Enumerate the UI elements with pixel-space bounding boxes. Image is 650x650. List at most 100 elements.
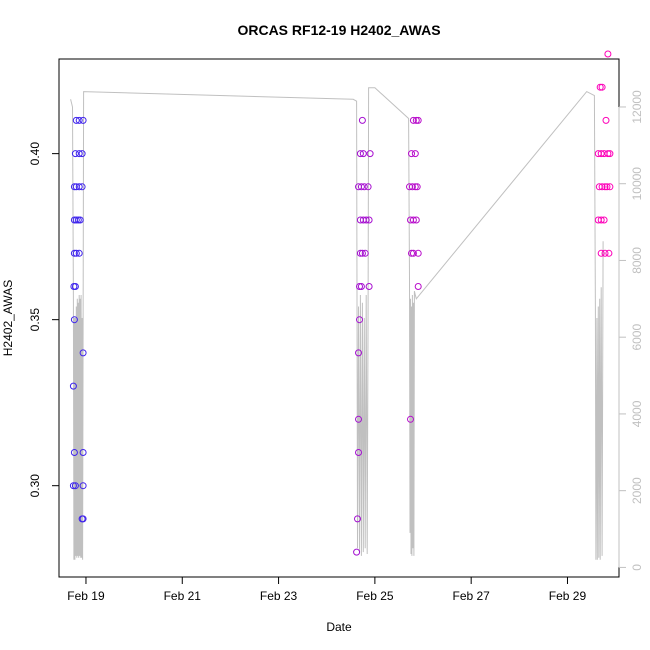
data-point — [70, 183, 78, 191]
data-point — [601, 183, 609, 191]
data-point — [602, 116, 610, 124]
data-point — [75, 116, 83, 124]
y2-tick-label: 4000 — [630, 400, 644, 427]
data-point — [598, 183, 606, 191]
data-point — [364, 183, 372, 191]
data-point — [356, 150, 364, 158]
data-point — [414, 116, 422, 124]
data-point — [606, 150, 614, 158]
data-point — [79, 482, 87, 490]
data-point — [598, 83, 606, 91]
data-point — [72, 216, 80, 224]
y-axis-label: H2402_AWAS — [1, 280, 15, 356]
x-tick-label: Feb 29 — [549, 589, 587, 603]
x-tick-label: Feb 21 — [164, 589, 202, 603]
x-tick-label: Feb 19 — [67, 589, 105, 603]
data-point — [357, 183, 365, 191]
data-point — [407, 415, 414, 423]
data-point — [75, 183, 83, 191]
data-point — [597, 216, 605, 224]
data-point — [597, 150, 605, 158]
data-point — [355, 449, 362, 456]
data-point — [71, 482, 79, 490]
y2-tick-label: 12000 — [630, 90, 644, 124]
data-point — [606, 183, 614, 191]
y2-tick-label: 10000 — [630, 167, 644, 201]
data-point — [69, 482, 77, 490]
data-point — [413, 183, 421, 191]
data-point — [74, 216, 82, 224]
data-point — [409, 116, 417, 124]
y2-tick-label: 6000 — [630, 324, 644, 351]
data-point — [79, 515, 87, 523]
data-point — [359, 150, 367, 158]
data-point — [597, 249, 605, 257]
data-point — [414, 283, 422, 290]
x-tick-label: Feb 27 — [452, 589, 490, 603]
data-point — [72, 249, 80, 257]
y-axis-right: 0 2000 4000 6000 8000 10000 12000 — [618, 90, 644, 571]
x-axis: Feb 19 Feb 21 Feb 23 Feb 25 Feb 27 Feb 29 — [67, 576, 587, 603]
x-axis-label: Date — [326, 620, 352, 634]
data-point — [604, 150, 612, 158]
data-point — [411, 150, 419, 158]
data-point — [596, 83, 604, 91]
data-point — [601, 249, 609, 257]
plot-frame — [58, 58, 620, 578]
data-point — [408, 183, 416, 191]
data-point — [358, 249, 366, 257]
data-point — [79, 449, 87, 456]
data-point — [605, 249, 613, 257]
altitude-line-layer — [70, 87, 604, 560]
data-point — [408, 249, 415, 257]
data-point — [357, 283, 365, 290]
data-point — [360, 183, 368, 191]
data-point — [70, 249, 78, 257]
y2-tick-label: 8000 — [630, 247, 644, 274]
data-point — [76, 216, 84, 224]
data-point — [354, 515, 361, 523]
data-point — [356, 283, 363, 290]
y-tick-label: 0.35 — [28, 308, 42, 332]
data-point — [600, 216, 608, 224]
y2-tick-label: 0 — [630, 564, 644, 571]
data-point — [366, 150, 374, 158]
y-axis-left: 0.30 0.35 0.40 — [28, 142, 60, 498]
data-point — [409, 249, 417, 257]
x-tick-label: Feb 23 — [260, 589, 298, 603]
points-layer — [69, 50, 614, 556]
data-point — [75, 150, 83, 158]
altitude-line — [70, 87, 604, 560]
data-point — [78, 150, 86, 158]
y-tick-label: 0.30 — [28, 474, 42, 498]
data-point — [412, 116, 420, 124]
data-point — [71, 283, 79, 290]
x-tick-label: Feb 25 — [356, 589, 394, 603]
data-point — [365, 216, 373, 224]
data-point — [78, 183, 86, 191]
data-point — [79, 116, 87, 124]
data-point — [603, 183, 611, 191]
data-point — [358, 116, 366, 124]
y-tick-label: 0.40 — [28, 142, 42, 166]
data-point — [69, 382, 77, 390]
data-point — [71, 150, 79, 158]
data-point — [408, 150, 415, 158]
data-point — [604, 50, 612, 58]
data-point — [355, 349, 362, 357]
data-point — [355, 415, 362, 423]
data-point — [362, 216, 370, 224]
data-point — [361, 249, 369, 257]
data-point — [409, 216, 417, 224]
data-point — [356, 249, 364, 257]
data-point — [365, 283, 373, 290]
y2-tick-label: 2000 — [630, 477, 644, 504]
data-point — [356, 316, 363, 324]
data-point — [414, 249, 422, 257]
data-point — [70, 449, 78, 456]
chart-title: ORCAS RF12-19 H2402_AWAS — [237, 22, 440, 38]
data-point — [79, 349, 87, 357]
data-point — [75, 249, 83, 257]
data-point — [411, 183, 419, 191]
